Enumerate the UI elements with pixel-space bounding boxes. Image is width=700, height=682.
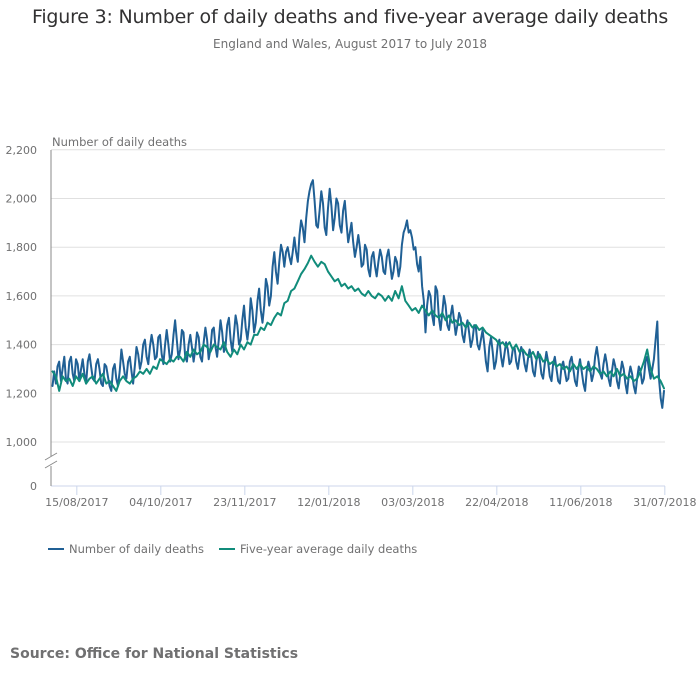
y-tick-label: 1,200 — [6, 387, 38, 400]
y-axis-ticks: 0 1,000 1,200 1,400 1,600 1,800 2,000 2,200 — [6, 144, 38, 493]
x-axis: 15/08/2017 04/10/2017 23/11/2017 12/01/2018… — [45, 485, 697, 509]
axis-break-mark — [44, 460, 58, 469]
legend: Number of daily deaths Five-year average … — [48, 542, 417, 556]
source-note: Source: Office for National Statistics — [10, 646, 299, 662]
x-tick-label: 31/07/2018 — [633, 496, 696, 509]
x-tick-label: 11/06/2018 — [549, 496, 612, 509]
series-line-five-year-average — [51, 254, 665, 392]
legend-label: Five-year average daily deaths — [240, 542, 417, 556]
x-tick-label: 22/04/2018 — [465, 496, 528, 509]
series-line-daily-deaths — [51, 179, 665, 409]
chart-title: Figure 3: Number of daily deaths and fiv… — [31, 6, 669, 28]
x-tick-label: 03/03/2018 — [381, 496, 444, 509]
gridlines — [51, 149, 665, 443]
y-tick-label: 1,800 — [6, 241, 38, 254]
axis-break-mark — [44, 452, 58, 461]
chart-subtitle: England and Wales, August 2017 to July 2… — [213, 37, 487, 51]
y-tick-label: 2,200 — [6, 144, 38, 157]
y-tick-label: 1,600 — [6, 290, 38, 303]
legend-label: Number of daily deaths — [69, 542, 204, 556]
series-lines — [51, 179, 665, 409]
y-tick-label: 1,400 — [6, 339, 38, 352]
x-tick-label: 04/10/2017 — [129, 496, 192, 509]
x-tick-label: 15/08/2017 — [45, 496, 108, 509]
y-axis-title: Number of daily deaths — [52, 135, 187, 149]
x-tick-label: 23/11/2017 — [213, 496, 276, 509]
legend-item[interactable]: Number of daily deaths — [48, 542, 204, 556]
y-tick-label: 0 — [30, 480, 37, 493]
x-tick-label: 12/01/2018 — [297, 496, 360, 509]
y-axis — [44, 150, 58, 486]
y-tick-label: 1,000 — [6, 436, 38, 449]
y-tick-label: 2,000 — [6, 193, 38, 206]
legend-item[interactable]: Five-year average daily deaths — [219, 542, 417, 556]
